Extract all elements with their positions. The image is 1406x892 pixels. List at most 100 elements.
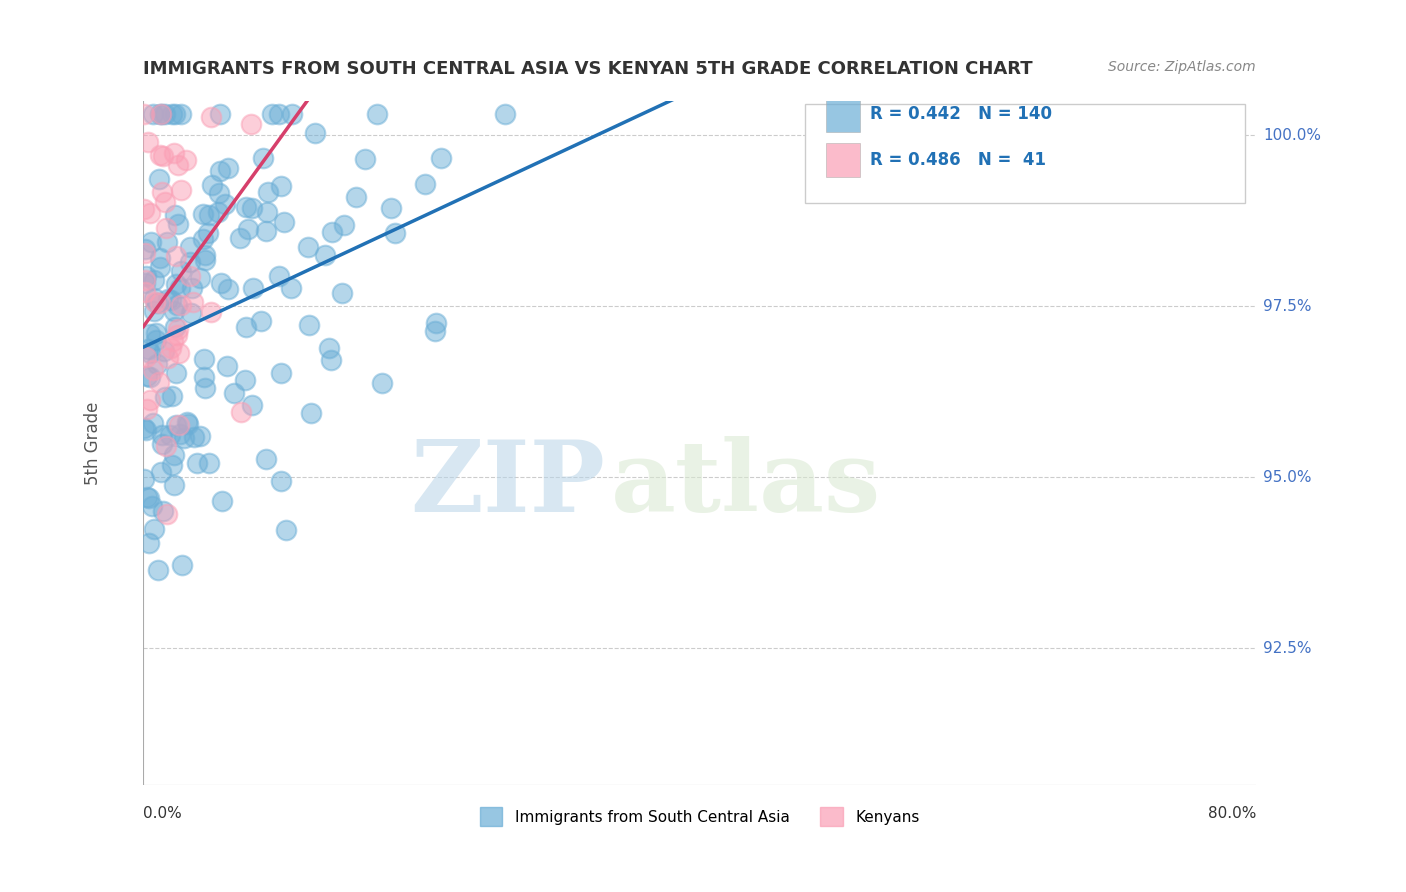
- Point: [149, 252, 172, 266]
- Point: [332, 218, 354, 232]
- Point: [160, 107, 183, 121]
- Point: [167, 417, 190, 432]
- Point: [135, 350, 157, 364]
- Point: [217, 161, 239, 175]
- Point: [235, 319, 257, 334]
- Point: [165, 249, 187, 263]
- Point: [201, 178, 224, 193]
- Point: [194, 248, 217, 262]
- Point: [242, 281, 264, 295]
- Point: [146, 296, 169, 310]
- Point: [138, 491, 160, 505]
- Text: atlas: atlas: [610, 435, 880, 533]
- Point: [252, 151, 274, 165]
- Point: [155, 439, 177, 453]
- Point: [194, 253, 217, 268]
- Point: [269, 268, 291, 283]
- Point: [321, 353, 343, 368]
- Point: [270, 366, 292, 380]
- Point: [148, 375, 170, 389]
- Point: [240, 201, 263, 215]
- Point: [165, 366, 187, 380]
- Point: [153, 344, 176, 359]
- Point: [142, 107, 165, 121]
- Point: [146, 563, 169, 577]
- Point: [166, 218, 188, 232]
- Point: [209, 276, 232, 290]
- Point: [170, 183, 193, 197]
- Point: [157, 293, 180, 307]
- Point: [281, 107, 304, 121]
- Point: [155, 220, 177, 235]
- Point: [150, 185, 173, 199]
- Point: [160, 293, 183, 308]
- Point: [198, 456, 221, 470]
- Point: [250, 314, 273, 328]
- Point: [139, 326, 162, 341]
- Point: [160, 341, 183, 355]
- Text: Source: ZipAtlas.com: Source: ZipAtlas.com: [1108, 60, 1256, 74]
- Text: R = 0.486   N =  41: R = 0.486 N = 41: [870, 152, 1046, 169]
- Point: [236, 222, 259, 236]
- Point: [166, 158, 188, 172]
- Point: [188, 429, 211, 443]
- Point: [134, 246, 156, 260]
- Point: [153, 195, 176, 210]
- Point: [149, 295, 172, 310]
- Point: [176, 415, 198, 429]
- Point: [207, 205, 229, 219]
- Point: [143, 295, 166, 310]
- Point: [136, 342, 159, 356]
- Text: 5th Grade: 5th Grade: [84, 401, 103, 484]
- Point: [149, 147, 172, 161]
- Point: [273, 215, 295, 229]
- Point: [135, 402, 157, 417]
- Point: [208, 107, 231, 121]
- Point: [163, 208, 186, 222]
- Point: [135, 268, 157, 283]
- FancyBboxPatch shape: [827, 143, 860, 177]
- Point: [150, 107, 173, 121]
- Point: [162, 334, 184, 348]
- Point: [304, 126, 326, 140]
- Point: [160, 389, 183, 403]
- Point: [134, 285, 156, 300]
- Point: [371, 376, 394, 391]
- Point: [156, 508, 179, 522]
- Point: [235, 200, 257, 214]
- Point: [215, 359, 238, 373]
- Point: [152, 503, 174, 517]
- Point: [280, 281, 302, 295]
- Point: [191, 207, 214, 221]
- Point: [149, 465, 172, 479]
- Point: [194, 381, 217, 395]
- Point: [167, 321, 190, 335]
- Point: [197, 208, 219, 222]
- Point: [190, 270, 212, 285]
- Point: [134, 242, 156, 256]
- Point: [148, 172, 170, 186]
- Point: [298, 318, 321, 332]
- Point: [193, 370, 215, 384]
- Point: [297, 240, 319, 254]
- Point: [136, 368, 159, 383]
- Point: [132, 472, 155, 486]
- Point: [162, 448, 184, 462]
- Point: [254, 452, 277, 467]
- Point: [267, 107, 290, 121]
- Point: [173, 430, 195, 444]
- FancyBboxPatch shape: [827, 98, 860, 132]
- Point: [242, 398, 264, 412]
- Point: [200, 110, 222, 124]
- Point: [183, 430, 205, 444]
- Point: [150, 107, 173, 121]
- Point: [191, 232, 214, 246]
- Point: [141, 499, 163, 513]
- Point: [163, 146, 186, 161]
- Point: [134, 273, 156, 287]
- Point: [257, 185, 280, 199]
- Point: [166, 327, 188, 342]
- Text: 0.0%: 0.0%: [143, 805, 183, 821]
- Point: [139, 392, 162, 407]
- Point: [172, 558, 194, 573]
